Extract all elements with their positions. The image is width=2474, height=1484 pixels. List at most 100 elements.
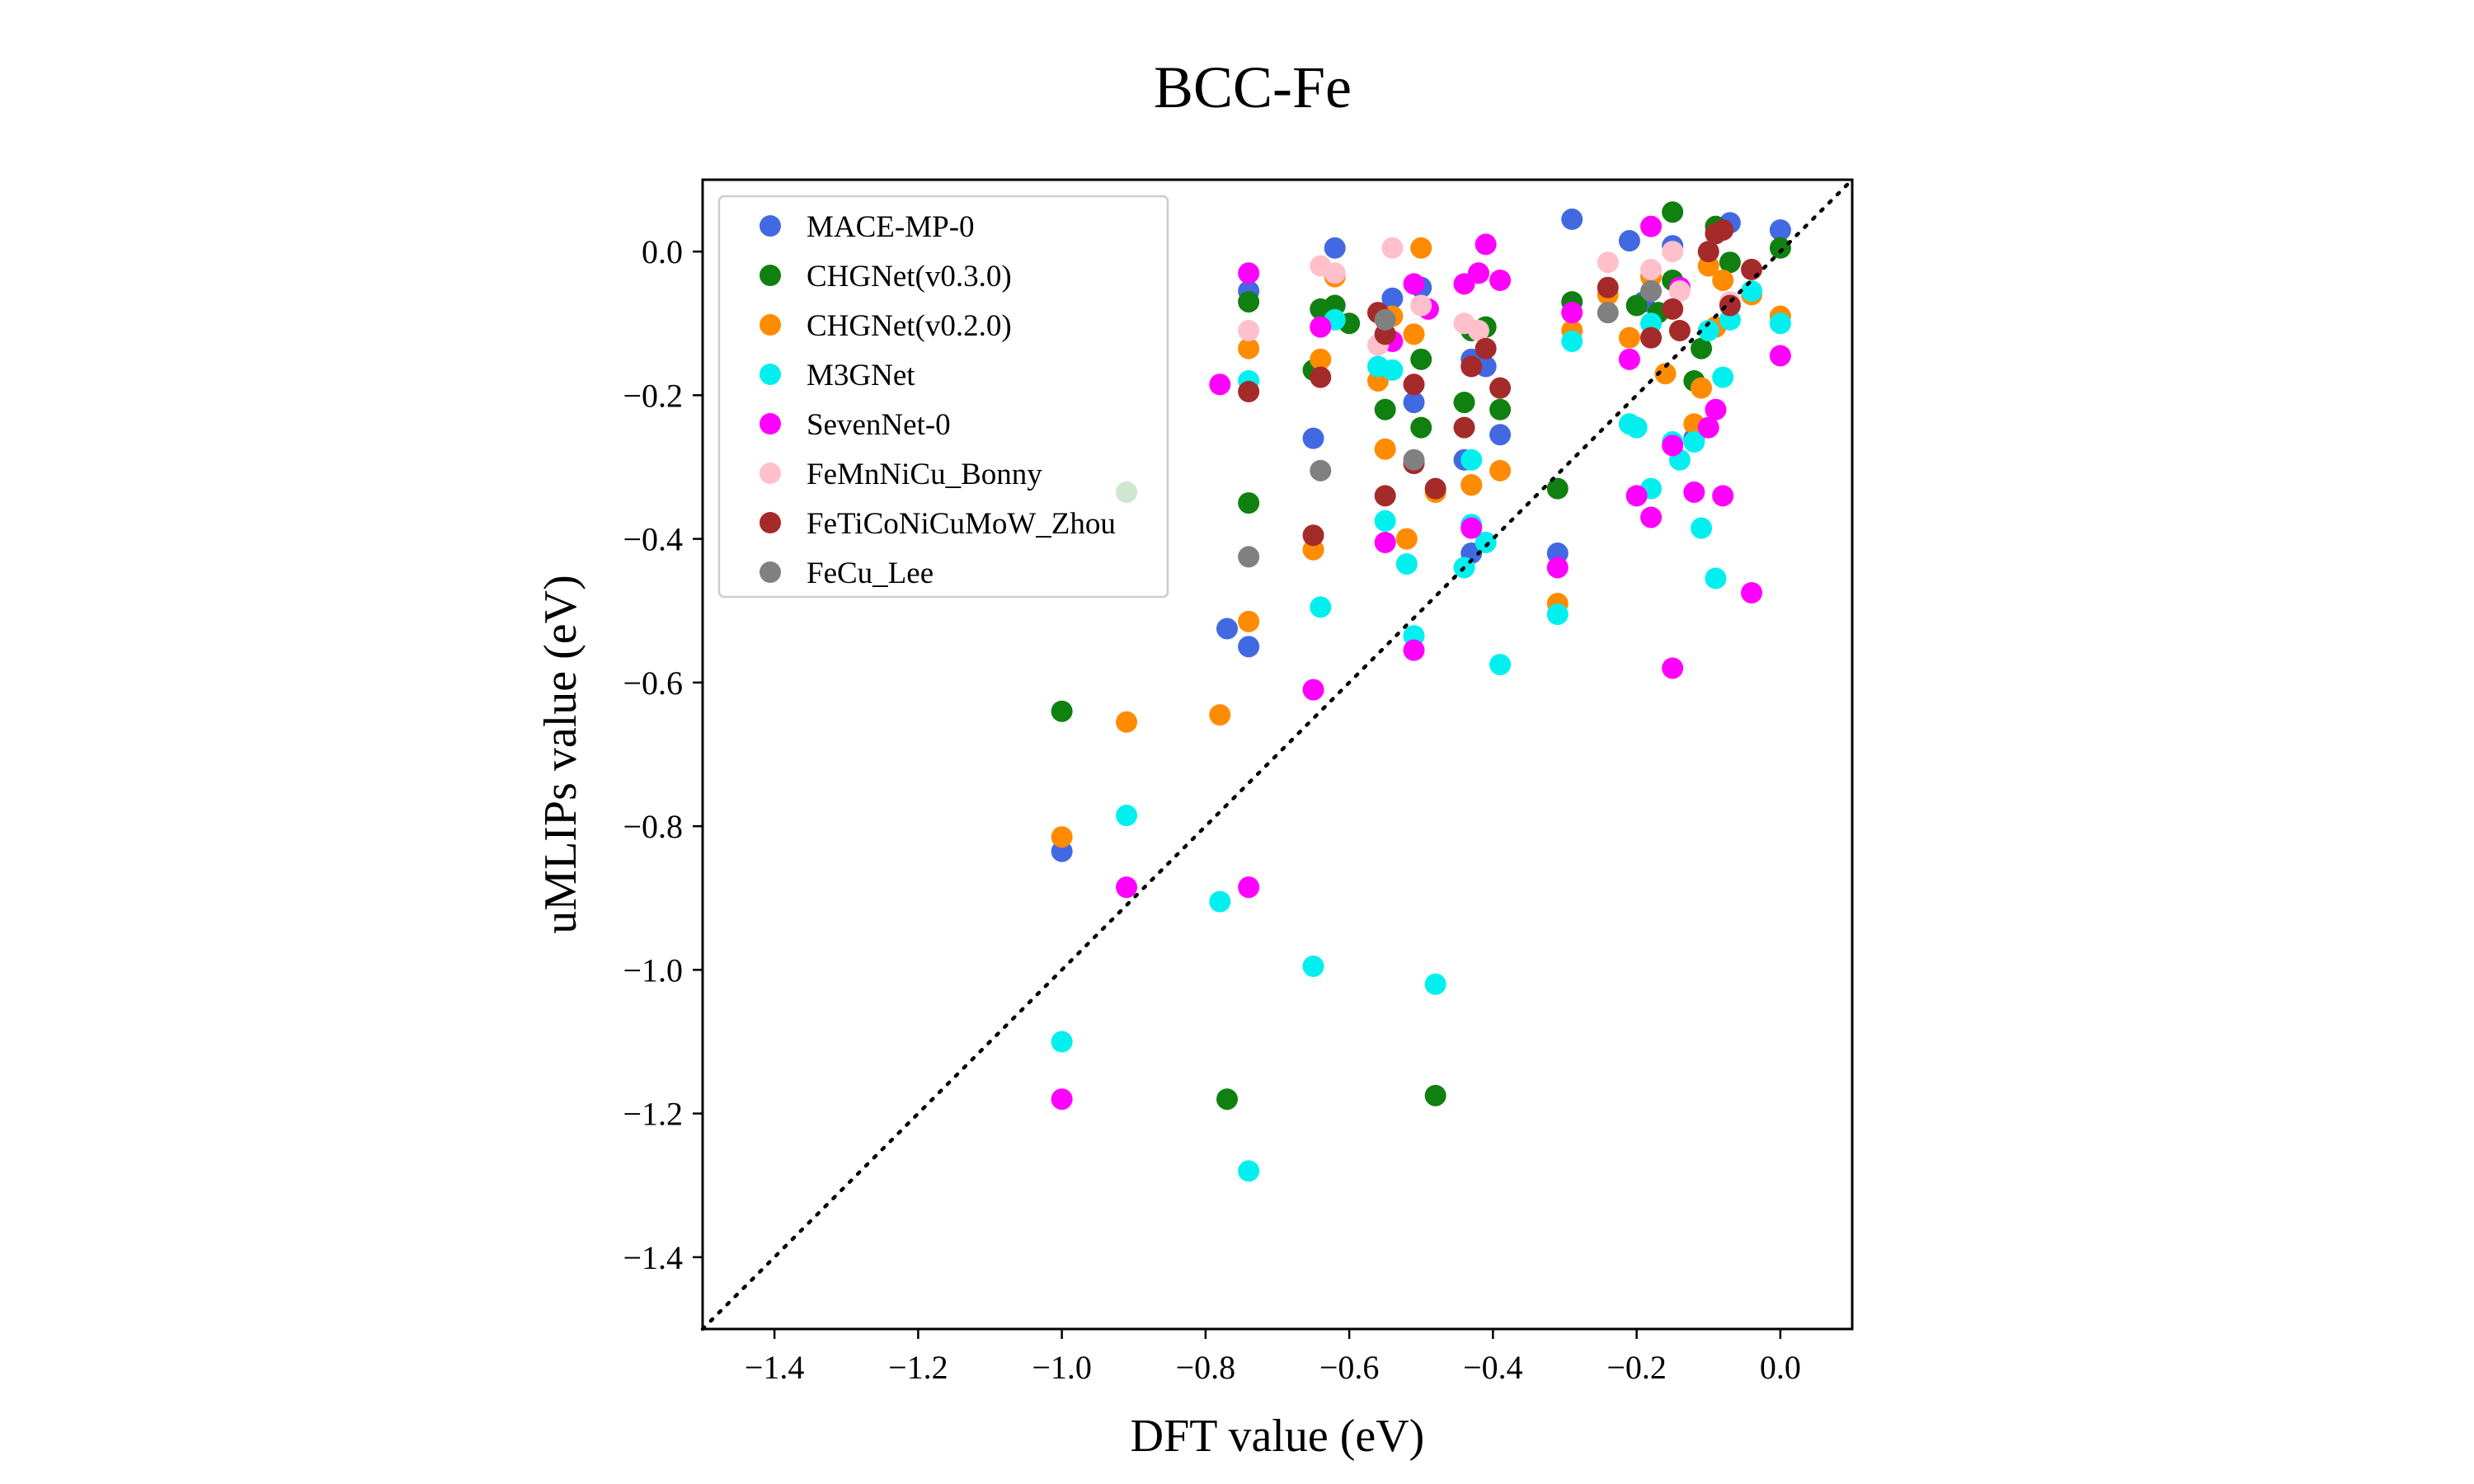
legend-marker [760, 463, 781, 484]
legend-marker [760, 364, 781, 385]
data-point [1051, 1088, 1073, 1111]
data-point [1475, 531, 1497, 553]
data-point [1489, 377, 1512, 399]
data-point [1051, 826, 1073, 848]
data-point [1640, 258, 1663, 280]
data-point [1741, 258, 1763, 280]
data-point [1662, 201, 1684, 223]
x-tick-label: −0.6 [1319, 1349, 1380, 1386]
data-point [1238, 319, 1260, 341]
data-point [1424, 1084, 1446, 1106]
data-point [1719, 251, 1741, 274]
y-tick-label: −0.8 [623, 808, 683, 845]
data-point [1489, 398, 1512, 420]
data-point [1460, 517, 1483, 539]
data-point [1561, 302, 1583, 324]
data-point [1302, 679, 1324, 701]
data-point [1403, 448, 1425, 471]
data-point [1691, 377, 1713, 399]
data-point [1561, 331, 1583, 353]
series-group [1051, 280, 1791, 1182]
data-point [1238, 291, 1260, 313]
identity-reference-line [700, 177, 1855, 1331]
legend-marker [760, 413, 781, 434]
data-point [1597, 302, 1619, 324]
data-point [1424, 973, 1446, 995]
data-point [1310, 459, 1332, 481]
legend-items: MACE-MP-0 CHGNet(v0.3.0) CHGNet(v0.2.0) M3G… [760, 210, 1116, 590]
data-point [1719, 294, 1741, 317]
data-point [1116, 805, 1138, 827]
data-point [1561, 208, 1583, 230]
legend-marker [760, 314, 781, 336]
data-point [1668, 319, 1691, 341]
data-point [1403, 373, 1425, 396]
data-point [1618, 348, 1640, 370]
data-point [1403, 323, 1425, 345]
data-point [1489, 459, 1512, 481]
data-point [1769, 237, 1791, 259]
data-point [1302, 427, 1324, 449]
legend-label: CHGNet(v0.2.0) [807, 309, 1012, 343]
data-point [1238, 1160, 1260, 1182]
data-point [1324, 262, 1346, 284]
data-point [1475, 233, 1497, 256]
data-point [1618, 230, 1640, 252]
data-point [1209, 373, 1231, 396]
data-point [1618, 326, 1640, 349]
data-point [1489, 654, 1512, 676]
data-point [1238, 337, 1260, 359]
x-tick-label: 0.0 [1760, 1349, 1801, 1386]
data-point [1467, 262, 1489, 284]
data-point [1374, 438, 1396, 460]
data-point [1410, 416, 1432, 439]
data-point [1697, 241, 1719, 263]
data-point [1238, 381, 1260, 403]
data-point [1467, 319, 1489, 341]
data-point [1640, 215, 1663, 237]
legend-label: SevenNet-0 [807, 408, 951, 442]
x-tick-label: −0.8 [1176, 1349, 1236, 1386]
plot-border [701, 178, 1854, 1331]
data-point [1705, 398, 1727, 420]
data-point [1381, 237, 1404, 259]
data-point [1741, 581, 1763, 603]
data-point [1625, 294, 1648, 317]
data-point [1410, 348, 1432, 370]
legend-label: MACE-MP-0 [807, 210, 975, 244]
data-point [1625, 416, 1648, 439]
data-point [1310, 596, 1332, 618]
data-point [1712, 485, 1734, 507]
data-point [1712, 366, 1734, 388]
data-point [1374, 308, 1396, 331]
series-group [1238, 218, 1763, 547]
data-point [1683, 481, 1705, 503]
legend-marker [760, 265, 781, 286]
legend-marker [760, 215, 781, 237]
data-point [1310, 366, 1332, 388]
data-point [1374, 398, 1396, 420]
chart-title: BCC-Fe [1154, 54, 1352, 120]
data-point [1310, 348, 1332, 370]
data-point [1546, 603, 1569, 626]
data-point [1662, 298, 1684, 320]
data-point [1216, 618, 1239, 640]
data-point [1741, 280, 1763, 303]
y-axis-label: uMLIPs value (eV) [535, 575, 586, 933]
series-group [1238, 280, 1663, 568]
data-point [1640, 506, 1663, 528]
data-point [1705, 567, 1727, 589]
data-point [1410, 294, 1432, 317]
legend-box [717, 195, 1169, 599]
x-axis-label: DFT value (eV) [1131, 1411, 1425, 1462]
data-point [1051, 1031, 1073, 1053]
y-tick-label: −0.2 [623, 377, 683, 414]
data-point [1546, 556, 1569, 579]
data-point [1460, 448, 1483, 471]
x-axis-ticks: −1.4 −1.2 −1.0 −0.8 −0.6 −0.4 −0.2 0.0 [745, 1329, 1801, 1386]
data-point [1453, 416, 1475, 439]
data-point [1769, 218, 1791, 241]
data-point [1395, 528, 1418, 550]
data-point [1209, 890, 1231, 913]
